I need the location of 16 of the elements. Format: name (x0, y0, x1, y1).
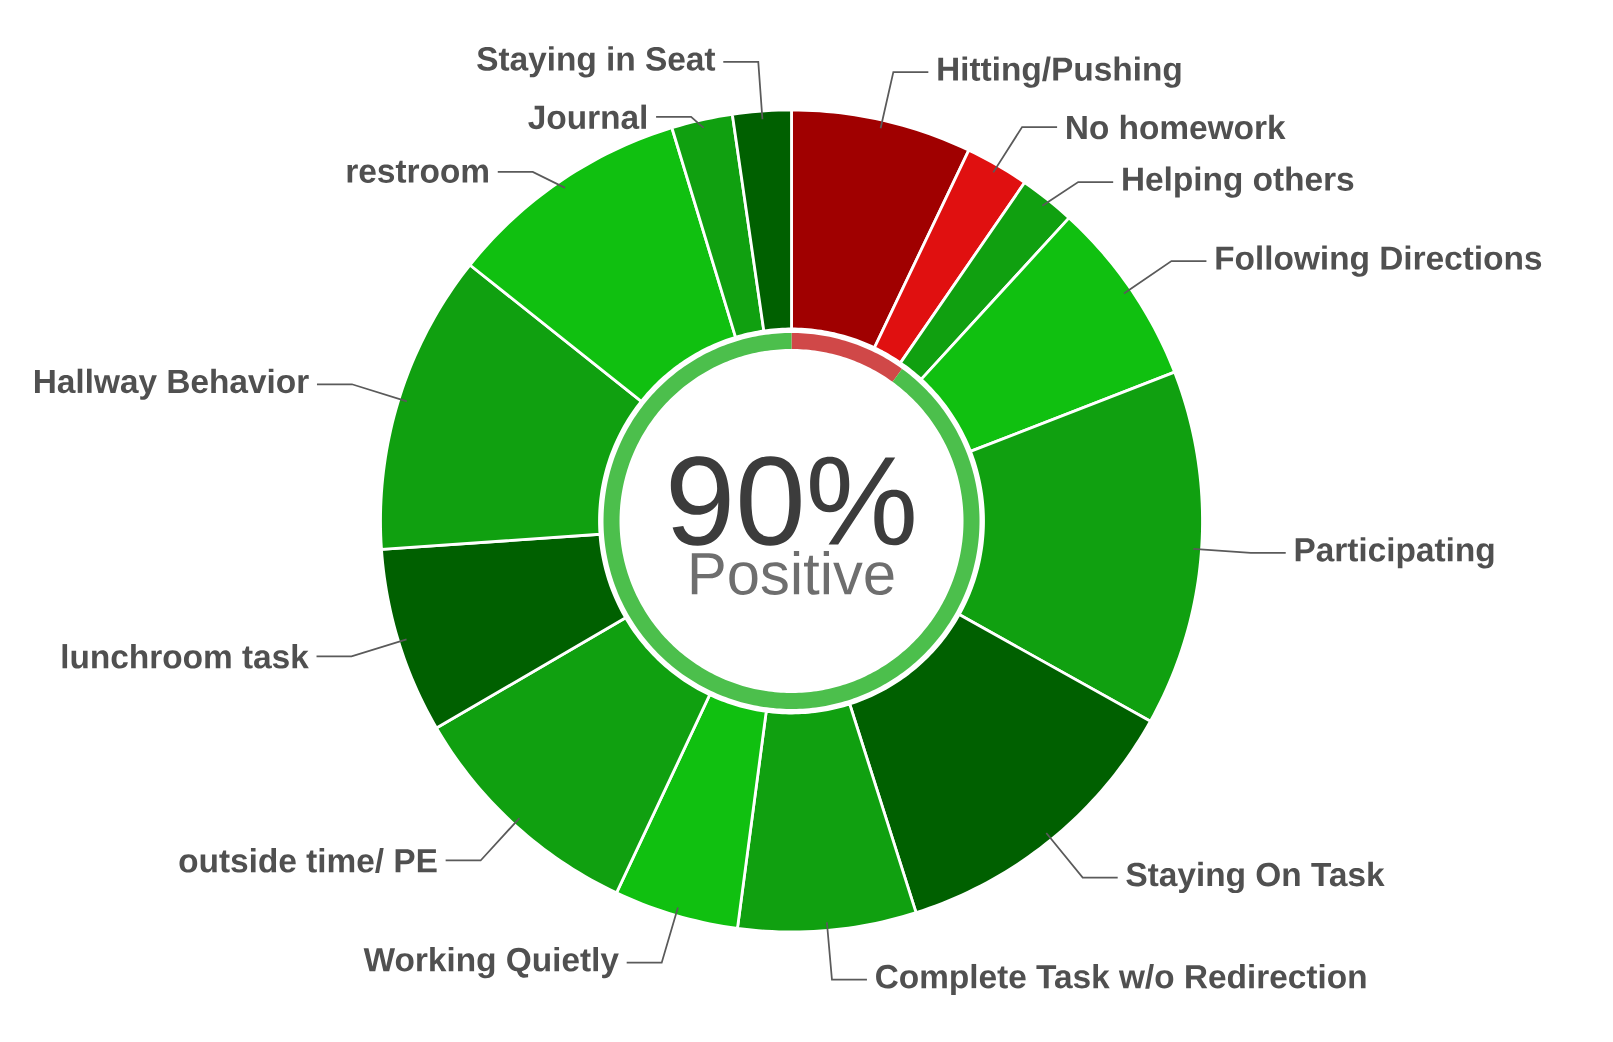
slice-label: Hitting/Pushing (938, 56, 1181, 88)
slice-label: Working Quietly (363, 946, 619, 979)
slice-label: Following Directions (1216, 245, 1542, 277)
slice-label: Staying in Seat (477, 46, 716, 78)
slice-label: Staying On Task (1126, 861, 1385, 894)
text: Positive (691, 551, 894, 595)
slice-label: Helping others (1123, 166, 1354, 198)
text: 90% (670, 456, 914, 546)
slice-label: No homework (1067, 114, 1286, 140)
slice-label: outside time/ PE (179, 848, 437, 873)
slice-label: Complete Task w/o Redirection (876, 963, 1366, 996)
slice-label: Journal (528, 104, 646, 130)
slice-label: Hallway Behavior (34, 368, 309, 400)
slice-label: Participating (1295, 537, 1494, 569)
slice-label: lunchroom task (62, 644, 309, 669)
slice-label: restroom (347, 160, 488, 183)
